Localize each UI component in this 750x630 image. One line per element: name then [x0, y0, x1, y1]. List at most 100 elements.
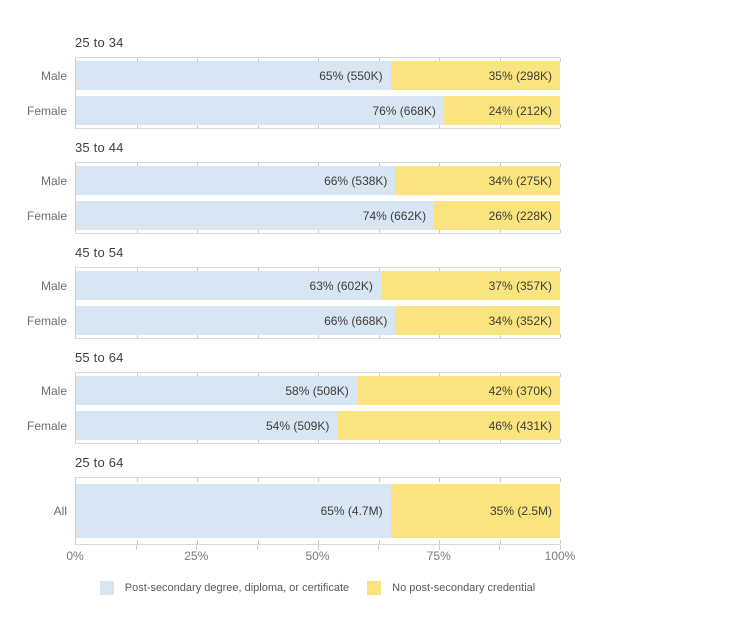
bar-segment-value: 34% (352K)	[488, 313, 552, 328]
age-group: 25 to 64 All 65% (4.7M) 35% (2.5M)	[54, 454, 561, 545]
stacked-bar: 65% (4.7M) 35% (2.5M)	[76, 484, 560, 538]
bar-segment-no-credential[interactable]: 34% (352K)	[395, 306, 560, 335]
minor-tick	[560, 439, 561, 443]
bar-row-label: Female	[26, 103, 67, 118]
stacked-bar: 65% (550K) 35% (298K)	[76, 61, 560, 90]
bar-row-label: Female	[26, 208, 67, 223]
x-axis-label: 75%	[426, 549, 451, 563]
minor-tick	[499, 540, 501, 544]
legend-swatch-yellow-icon	[367, 581, 382, 595]
minor-tick	[378, 478, 380, 482]
bar-row: Male 58% (508K) 42% (370K)	[41, 376, 560, 405]
age-group-panel: Male 66% (538K) 34% (275K) Female 74% (6…	[27, 162, 561, 234]
bar-row-label: All	[53, 504, 67, 518]
bar-row-label: Female	[26, 313, 67, 328]
stacked-bar: 66% (668K) 34% (352K)	[76, 306, 560, 335]
age-group-title: 25 to 64	[75, 455, 124, 470]
bar-segment-value: 76% (668K)	[372, 103, 436, 118]
bar-segment-no-credential[interactable]: 35% (298K)	[390, 61, 560, 90]
age-group-panel: Male 58% (508K) 42% (370K) Female 54% (5…	[27, 372, 561, 444]
bar-segment-value: 26% (228K)	[488, 208, 552, 223]
bar-segment-postsecondary[interactable]: 65% (4.7M)	[76, 484, 391, 538]
bar-segment-value: 46% (431K)	[488, 418, 552, 433]
legend-item-postsecondary[interactable]: Post-secondary degree, diploma, or certi…	[99, 581, 350, 595]
bar-row-label: Male	[40, 68, 67, 83]
age-group-title: 45 to 54	[75, 245, 124, 260]
axis-tick	[135, 545, 137, 550]
bar-row: Female 54% (509K) 46% (431K)	[27, 411, 560, 440]
bar-row: Female 74% (662K) 26% (228K)	[27, 201, 560, 230]
bar-segment-no-credential[interactable]: 26% (228K)	[434, 201, 560, 230]
bar-row: Male 63% (602K) 37% (357K)	[41, 271, 560, 300]
bar-row-label: Female	[26, 418, 67, 433]
bar-segment-postsecondary[interactable]: 58% (508K)	[76, 376, 357, 405]
bar-segment-value: 42% (370K)	[488, 383, 552, 398]
bar-segment-value: 66% (668K)	[324, 313, 388, 328]
minor-tick	[378, 540, 380, 544]
bar-segment-postsecondary[interactable]: 66% (668K)	[76, 306, 396, 335]
chart-groups: 25 to 34 Male 65% (550K) 35% (298K) Fema…	[27, 34, 561, 545]
minor-tick	[136, 478, 138, 482]
x-axis-label: 50%	[305, 549, 330, 563]
bar-segment-no-credential[interactable]: 37% (357K)	[380, 271, 560, 300]
age-group-title: 35 to 44	[75, 140, 124, 155]
minor-tick	[560, 268, 561, 272]
bar-row-label: Male	[40, 278, 67, 293]
age-group-panel: Male 65% (550K) 35% (298K) Female 76% (6…	[27, 57, 561, 129]
bar-segment-no-credential[interactable]: 42% (370K)	[356, 376, 560, 405]
bar-row: Male 66% (538K) 34% (275K)	[41, 166, 560, 195]
stacked-bar: 63% (602K) 37% (357K)	[76, 271, 560, 300]
bar-segment-no-credential[interactable]: 35% (2.5M)	[390, 484, 560, 538]
stacked-bar: 66% (538K) 34% (275K)	[76, 166, 560, 195]
age-group-panel: All 65% (4.7M) 35% (2.5M)	[54, 477, 561, 545]
bar-segment-no-credential[interactable]: 46% (431K)	[337, 411, 560, 440]
x-axis-label: 25%	[184, 549, 209, 563]
bar-segment-postsecondary[interactable]: 65% (550K)	[76, 61, 391, 90]
stacked-bar-chart: 25 to 34 Male 65% (550K) 35% (298K) Fema…	[27, 0, 575, 595]
bar-segment-no-credential[interactable]: 34% (275K)	[395, 166, 560, 195]
axis-tick	[317, 545, 319, 550]
bar-segment-value: 66% (538K)	[324, 173, 388, 188]
minor-tick	[560, 124, 561, 128]
x-axis-label: 0%	[66, 549, 84, 563]
bar-segment-postsecondary[interactable]: 66% (538K)	[76, 166, 396, 195]
bar-segment-postsecondary[interactable]: 76% (668K)	[76, 96, 444, 125]
bar-segment-value: 35% (2.5M)	[489, 504, 552, 518]
axis-tick	[378, 545, 380, 550]
bar-segment-value: 63% (602K)	[309, 278, 373, 293]
minor-tick	[499, 478, 501, 482]
minor-tick	[560, 373, 561, 377]
bar-segment-value: 74% (662K)	[362, 208, 427, 223]
bar-segment-postsecondary[interactable]: 63% (602K)	[76, 271, 381, 300]
minor-tick	[560, 163, 561, 167]
age-group-title: 25 to 34	[75, 35, 124, 50]
age-group: 45 to 54 Male 63% (602K) 37% (357K) Fema…	[27, 244, 561, 339]
legend-label: Post-secondary degree, diploma, or certi…	[124, 582, 350, 594]
legend-swatch-blue-icon	[99, 581, 114, 595]
bar-segment-postsecondary[interactable]: 54% (509K)	[76, 411, 338, 440]
x-axis-label: 100%	[544, 549, 576, 563]
minor-tick	[560, 229, 561, 233]
minor-tick	[560, 334, 561, 338]
legend-item-no-credential[interactable]: No post-secondary credential	[367, 581, 535, 595]
minor-tick	[439, 478, 440, 482]
age-group: 55 to 64 Male 58% (508K) 42% (370K) Fema…	[27, 349, 561, 444]
bar-segment-value: 35% (298K)	[488, 68, 552, 83]
bar-segment-value: 65% (550K)	[319, 68, 383, 83]
bar-segment-postsecondary[interactable]: 74% (662K)	[76, 201, 435, 230]
bar-row: Female 66% (668K) 34% (352K)	[27, 306, 560, 335]
age-group-title: 55 to 64	[75, 350, 124, 365]
legend-label: No post-secondary credential	[392, 582, 536, 594]
minor-tick	[560, 540, 561, 544]
minor-tick	[197, 478, 198, 482]
bar-row: Male 65% (550K) 35% (298K)	[41, 61, 560, 90]
minor-ticks-bottom	[76, 540, 561, 544]
bar-segment-value: 34% (275K)	[488, 173, 552, 188]
minor-ticks-top	[76, 478, 561, 482]
bar-row: All 65% (4.7M) 35% (2.5M)	[54, 484, 560, 538]
bar-row-label: Male	[40, 173, 67, 188]
bar-segment-value: 24% (212K)	[488, 103, 552, 118]
minor-tick	[136, 540, 138, 544]
bar-segment-no-credential[interactable]: 24% (212K)	[443, 96, 560, 125]
minor-tick	[560, 478, 561, 482]
